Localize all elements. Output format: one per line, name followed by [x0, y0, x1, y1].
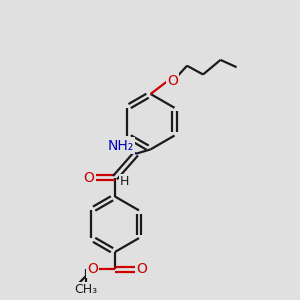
Text: NH₂: NH₂ [108, 139, 134, 153]
Text: O: O [136, 262, 147, 276]
Text: H: H [120, 175, 129, 188]
Text: O: O [167, 74, 178, 88]
Text: CH₃: CH₃ [75, 283, 98, 296]
Text: O: O [83, 171, 94, 184]
Text: O: O [87, 262, 98, 276]
